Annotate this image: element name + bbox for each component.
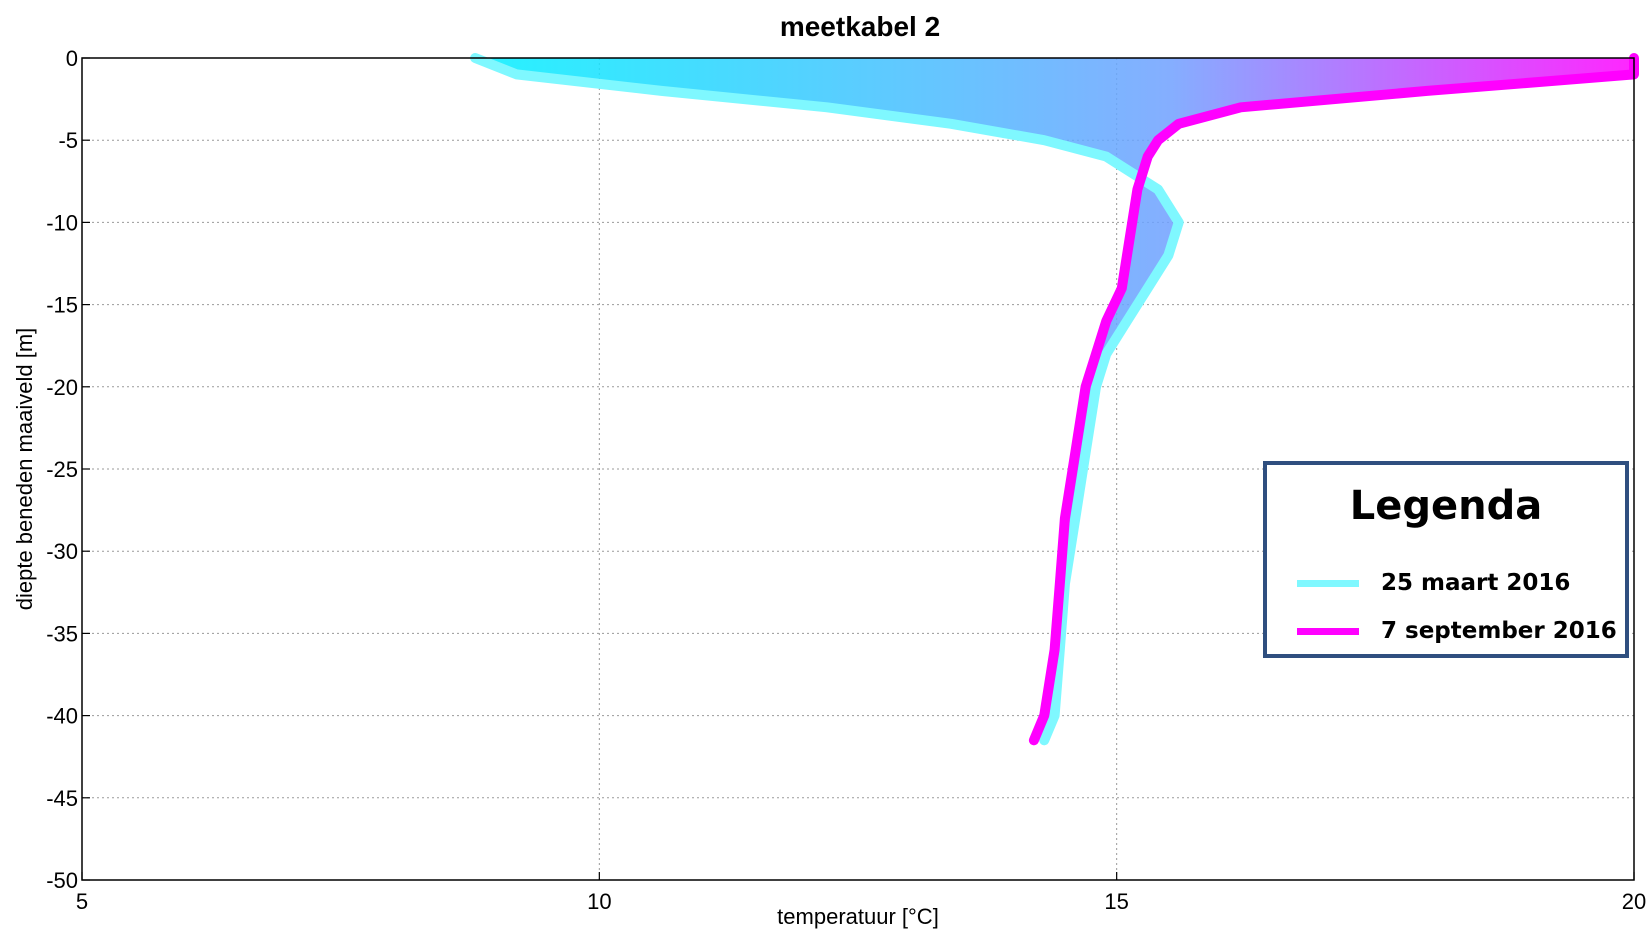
legend-entry-2: 7 september 2016: [1297, 616, 1617, 646]
legend-title: Legenda: [1349, 483, 1543, 529]
y-axis-label: diepte beneden maaiveld [m]: [12, 328, 37, 611]
x-tick-label: 5: [76, 889, 88, 914]
legend-swatch-2: [1297, 627, 1359, 635]
y-tick-label: -30: [46, 539, 78, 564]
legend-swatch-1: [1297, 579, 1359, 587]
y-tick-label: 0: [66, 46, 78, 71]
y-tick-label: -50: [46, 868, 78, 893]
y-tick-label: -35: [46, 621, 78, 646]
x-tick-label: 10: [587, 889, 611, 914]
series-line-2: [1028, 53, 1639, 746]
grid: [82, 58, 1634, 880]
chart-title: meetkabel 2: [780, 11, 940, 42]
legend-entry-1: 25 maart 2016: [1297, 568, 1570, 598]
y-tick-label: -10: [46, 210, 78, 235]
y-tick-label: -40: [46, 704, 78, 729]
ticks: 5 10 15 20 0 -5 -10 -15 -20 -25 -30 -35 -40 -45 -50: [46, 46, 1646, 914]
x-axis-label: temperatuur [°C]: [777, 904, 939, 929]
legend-label-2: 7 september 2016: [1381, 618, 1617, 644]
y-tick-label: -20: [46, 375, 78, 400]
y-tick-label: -25: [46, 457, 78, 482]
series-line-1: [470, 53, 1184, 746]
legend-label-1: 25 maart 2016: [1381, 570, 1571, 596]
legend: Legenda 25 maart 2016 7 september 2016: [1263, 461, 1629, 658]
y-tick-label: -45: [46, 786, 78, 811]
x-tick-label: 20: [1622, 889, 1646, 914]
y-tick-label: -15: [46, 293, 78, 318]
x-tick-label: 15: [1104, 889, 1128, 914]
y-tick-label: -5: [58, 128, 78, 153]
series-lines: [470, 53, 1639, 746]
